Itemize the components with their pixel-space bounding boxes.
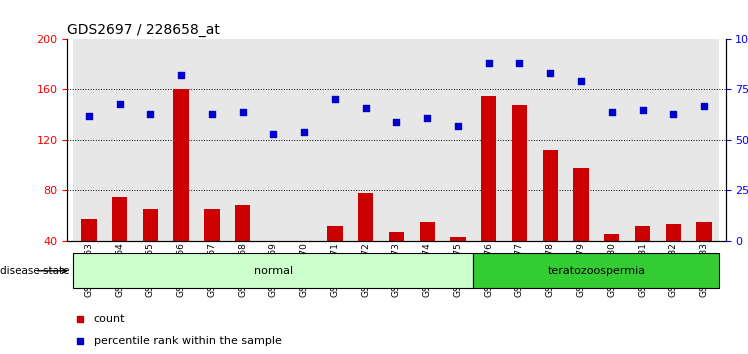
Bar <box>696 222 711 291</box>
Bar <box>104 39 135 241</box>
Point <box>575 79 587 84</box>
Bar <box>143 209 158 291</box>
Bar <box>481 96 497 291</box>
Text: count: count <box>94 314 125 325</box>
Point <box>606 109 618 114</box>
Bar <box>197 39 227 241</box>
Bar <box>596 39 627 241</box>
Bar <box>573 167 589 291</box>
Bar <box>358 193 373 291</box>
Point <box>298 129 310 135</box>
Bar <box>412 39 443 241</box>
Point <box>360 105 372 110</box>
Point <box>114 101 126 106</box>
Bar <box>258 39 289 241</box>
Bar <box>235 205 251 291</box>
Point <box>513 60 525 66</box>
Bar <box>135 39 166 241</box>
Point <box>236 109 248 114</box>
Bar <box>635 225 650 291</box>
Bar <box>420 222 435 291</box>
Bar <box>266 243 281 291</box>
Bar <box>327 225 343 291</box>
Point <box>482 60 494 66</box>
Point <box>268 131 280 137</box>
Bar <box>174 89 188 291</box>
Bar <box>504 39 535 241</box>
Bar <box>512 104 527 291</box>
Bar <box>604 234 619 291</box>
Bar <box>565 39 596 241</box>
Point <box>144 111 156 116</box>
Text: percentile rank within the sample: percentile rank within the sample <box>94 336 281 346</box>
Text: disease state: disease state <box>0 266 70 276</box>
Bar <box>450 237 466 291</box>
Bar <box>473 39 504 241</box>
Bar <box>658 39 689 241</box>
Text: teratozoospermia: teratozoospermia <box>548 266 646 276</box>
Point <box>637 107 649 113</box>
Point <box>390 119 402 125</box>
Bar <box>296 243 312 291</box>
FancyBboxPatch shape <box>473 253 720 288</box>
Bar <box>381 39 412 241</box>
Bar <box>73 39 104 241</box>
Bar <box>627 39 658 241</box>
Bar <box>689 39 720 241</box>
Point <box>667 111 679 116</box>
Bar <box>443 39 473 241</box>
Bar <box>542 150 558 291</box>
Point <box>421 115 433 120</box>
Bar <box>350 39 381 241</box>
Point <box>83 113 95 119</box>
Point <box>175 73 187 78</box>
Point <box>510 204 522 210</box>
Text: normal: normal <box>254 266 293 276</box>
Bar <box>289 39 319 241</box>
Bar <box>319 39 350 241</box>
Bar <box>204 209 220 291</box>
Bar <box>166 39 197 241</box>
Point <box>545 70 557 76</box>
Point <box>329 97 341 102</box>
Bar <box>112 196 127 291</box>
Text: GDS2697 / 228658_at: GDS2697 / 228658_at <box>67 23 220 36</box>
Point <box>452 123 464 129</box>
FancyBboxPatch shape <box>73 253 473 288</box>
Bar <box>82 219 96 291</box>
Bar <box>535 39 565 241</box>
Point <box>698 103 710 108</box>
Bar <box>389 232 404 291</box>
Bar <box>227 39 258 241</box>
Point <box>510 11 522 17</box>
Bar <box>666 224 681 291</box>
Point <box>206 111 218 116</box>
